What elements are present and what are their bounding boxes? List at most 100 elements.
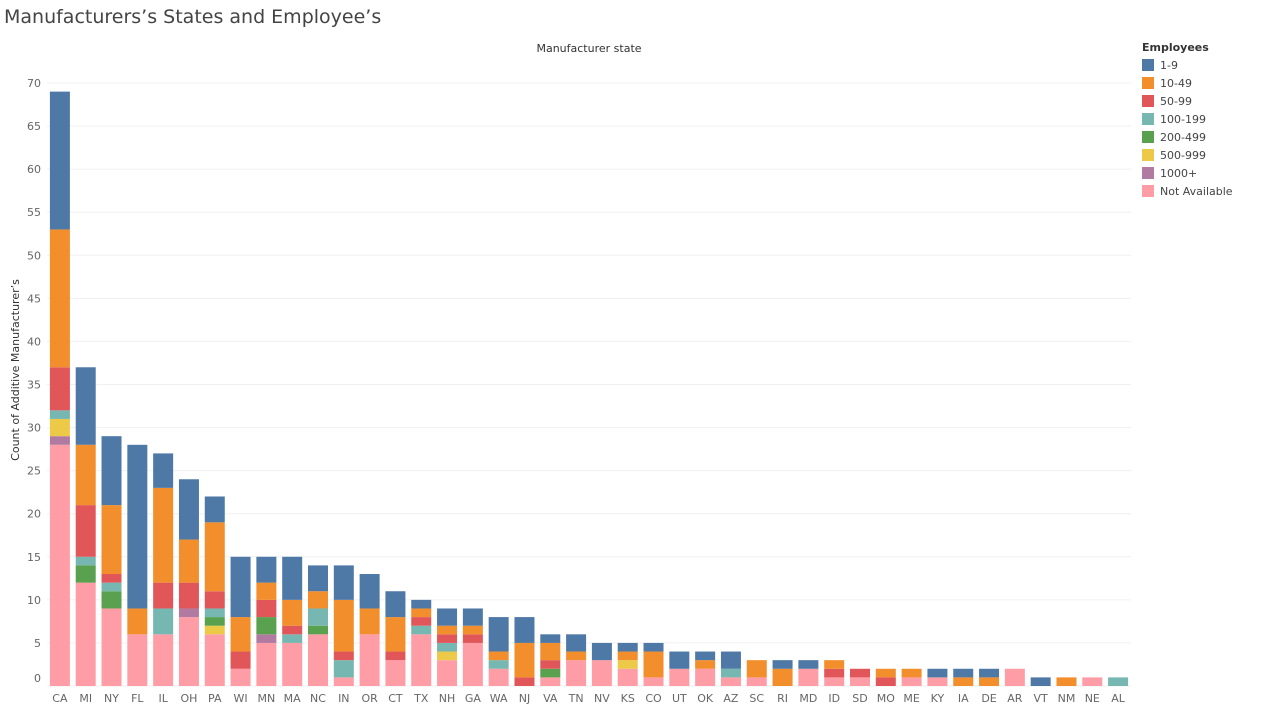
legend-label: 1000+ [1160, 166, 1198, 180]
bar-segment [333, 565, 354, 600]
bar-segment [824, 677, 845, 686]
bar-segment [178, 617, 199, 686]
x-tick-label: GA [465, 692, 482, 705]
bar-segment [359, 634, 380, 686]
x-tick-label: NJ [519, 692, 530, 705]
y-tick-label: 70 [27, 77, 41, 90]
bar-segment [101, 574, 122, 583]
bar-segment [617, 642, 638, 652]
x-tick-label: CT [388, 692, 403, 705]
legend-swatch [1142, 167, 1154, 179]
bar-segment [101, 591, 122, 609]
bar-segment [437, 642, 458, 652]
x-tick-label: WA [490, 692, 508, 705]
bar-segment [101, 582, 122, 592]
bar-segment [75, 505, 96, 557]
bar-segment [153, 608, 174, 635]
legend-item: 1000+ [1142, 164, 1233, 182]
bar-segment [256, 556, 277, 583]
bar-segment [488, 660, 509, 669]
bar-segment [256, 599, 277, 618]
bar-segment [1004, 668, 1025, 686]
bar-segment [720, 651, 741, 669]
x-tick-label: UT [672, 692, 687, 705]
legend-label: 200-499 [1160, 130, 1206, 144]
legend-label: 500-999 [1160, 148, 1206, 162]
bar-segment [49, 367, 70, 411]
bar-segment [437, 651, 458, 661]
bar-segment [230, 668, 251, 686]
bar-segment [437, 634, 458, 643]
bar-segment [566, 651, 587, 661]
x-tick-label: WI [234, 692, 248, 705]
bar-segment [566, 634, 587, 652]
bar-segment [49, 410, 70, 419]
bar-segment [643, 651, 664, 678]
bar-segment [204, 617, 225, 626]
bar-segment [127, 608, 148, 635]
bar-segment [204, 608, 225, 618]
bar-segment [772, 660, 793, 669]
bar-segment [256, 642, 277, 686]
bar-segment [49, 91, 70, 230]
bar-segment [333, 660, 354, 678]
x-tick-label: KS [621, 692, 635, 705]
x-tick-label: NV [594, 692, 610, 705]
bar-segment [282, 625, 303, 635]
bar-segment [591, 642, 612, 661]
bar-segment [256, 617, 277, 635]
y-tick-label: 45 [27, 292, 41, 305]
bar-segment [488, 617, 509, 652]
y-tick-label: 50 [27, 249, 41, 262]
legend-swatch [1142, 77, 1154, 89]
bar-segment [953, 677, 974, 686]
bar-segment [204, 625, 225, 635]
y-tick-label: 25 [27, 465, 41, 478]
bar-segment [437, 608, 458, 626]
x-tick-label: NM [1058, 692, 1076, 705]
bar-segment [540, 634, 561, 643]
bar-segment [927, 677, 948, 686]
y-tick-label: 0 [34, 672, 41, 685]
x-tick-label: OH [180, 692, 197, 705]
x-tick-label: SC [749, 692, 764, 705]
bar-segment [385, 651, 406, 661]
x-tick-label: AL [1111, 692, 1126, 705]
bar-segment [540, 660, 561, 669]
bar-segment [282, 634, 303, 643]
legend-label: Not Available [1160, 184, 1233, 198]
bar-segment [643, 677, 664, 686]
bar-segment [488, 651, 509, 661]
bar-segment [308, 625, 328, 635]
bar-segment [695, 668, 716, 686]
y-tick-label: 40 [27, 335, 41, 348]
x-tick-label: MO [877, 692, 895, 705]
bar-segment [462, 625, 483, 635]
bar-segment [153, 487, 174, 583]
bar-segment [178, 479, 199, 540]
bar-segment [772, 668, 793, 686]
y-tick-label: 15 [27, 551, 41, 564]
bar-segment [462, 608, 483, 626]
bar-segment [178, 582, 199, 609]
legend-title: Employees [1142, 41, 1209, 54]
bar-segment [669, 651, 690, 669]
bar-segment [514, 642, 535, 678]
bar-segment [282, 599, 303, 626]
x-tick-label: NE [1085, 692, 1100, 705]
bar-segment [333, 651, 354, 661]
y-tick-label: 20 [27, 508, 41, 521]
bar-segment [540, 677, 561, 686]
legend-label: 100-199 [1160, 112, 1206, 126]
x-tick-label: IN [338, 692, 349, 705]
bar-segment [540, 642, 561, 661]
bar-segment [153, 453, 174, 488]
bar-segment [230, 617, 251, 652]
legend-swatch [1142, 131, 1154, 143]
x-tick-label: VA [543, 692, 558, 705]
legend-item: 200-499 [1142, 128, 1233, 146]
bar-segment [49, 444, 70, 686]
legend-swatch [1142, 95, 1154, 107]
bar-segment [798, 668, 819, 686]
